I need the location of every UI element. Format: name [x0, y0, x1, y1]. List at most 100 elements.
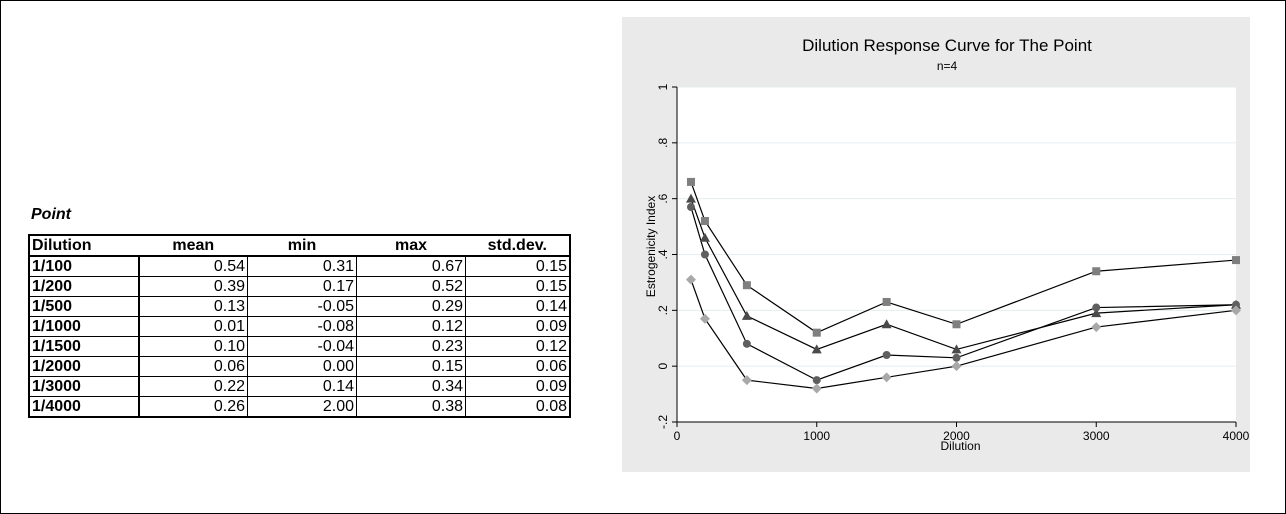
data-point-square	[700, 217, 709, 225]
cell-std-dev: 0.14	[465, 296, 570, 317]
data-point-square	[742, 281, 751, 290]
x-axis-title: Dilution	[940, 439, 980, 453]
data-point-square	[686, 177, 695, 186]
data-point-diamond	[741, 375, 752, 386]
table-body: 1/100 0.54 0.31 0.67 0.15 1/200 0.39 0.17 0.52 0.…	[29, 256, 570, 417]
cell-max: 0.38	[356, 396, 466, 417]
table-row: 1/4000 0.26 2.00 0.38 0.08	[29, 396, 570, 417]
cell-min: -0.04	[247, 336, 357, 357]
data-point-triangle	[699, 232, 710, 242]
cell-mean: 0.54	[139, 256, 248, 277]
data-point-triangle	[741, 310, 752, 320]
cell-min: 0.14	[247, 376, 357, 397]
data-point-diamond	[811, 383, 822, 394]
y-tick-label: 1	[656, 83, 670, 90]
cell-mean: 0.26	[139, 396, 248, 417]
header-dilution: Dilution	[29, 235, 139, 257]
y-tick-label: .8	[656, 138, 670, 148]
header-mean: mean	[139, 235, 248, 257]
y-tick-label: 0	[656, 363, 670, 370]
data-point-triangle	[685, 193, 696, 203]
cell-std-dev: 0.15	[465, 276, 570, 297]
data-point-square	[1092, 267, 1101, 276]
cell-dilution: 1/4000	[29, 396, 140, 417]
header-std-dev: std.dev.	[465, 235, 570, 257]
x-tick-label: 0	[674, 429, 681, 443]
cell-max: 0.29	[356, 296, 466, 317]
cell-std-dev: 0.09	[465, 376, 570, 397]
x-tick-label: 2000	[943, 429, 970, 443]
cell-mean: 0.22	[139, 376, 248, 397]
cell-dilution: 1/500	[29, 296, 140, 317]
cell-std-dev: 0.06	[465, 356, 570, 377]
cell-dilution: 1/2000	[29, 356, 140, 377]
cell-min: 0.31	[247, 256, 357, 277]
table-row: 1/2000 0.06 0.00 0.15 0.06	[29, 356, 570, 377]
cell-dilution: 1/1500	[29, 336, 140, 357]
data-point-square	[882, 297, 891, 306]
data-point-diamond	[951, 361, 962, 372]
data-point-circle	[1232, 300, 1240, 309]
cell-dilution: 1/200	[29, 276, 140, 297]
table-row: 1/1000 0.01 -0.08 0.12 0.09	[29, 316, 570, 337]
data-point-circle	[700, 250, 709, 259]
cell-min: 0.00	[247, 356, 357, 377]
y-tick-label: .4	[656, 249, 670, 259]
table-row: 1/500 0.13 -0.05 0.29 0.14	[29, 296, 570, 317]
cell-std-dev: 0.15	[465, 256, 570, 277]
header-min: min	[247, 235, 357, 257]
table-title: Point	[31, 206, 71, 223]
cell-dilution: 1/100	[29, 256, 140, 277]
data-point-diamond	[1091, 322, 1102, 333]
cell-max: 0.23	[356, 336, 466, 357]
cell-mean: 0.01	[139, 316, 248, 337]
line-chart: -.2 0 .2 .4 .6 .8 1 0 1000 2000 3000 4000 Dilution Es…	[644, 36, 1250, 453]
cell-max: 0.34	[356, 376, 466, 397]
data-point-diamond	[699, 313, 710, 324]
cell-min: 0.17	[247, 276, 357, 297]
data-point-square	[1232, 256, 1240, 265]
series-line-triangle	[690, 198, 1237, 351]
table-row: 1/3000 0.22 0.14 0.34 0.09	[29, 376, 570, 397]
stats-table: Dilution mean min max std.dev. 1/100 0.54…	[28, 234, 571, 418]
chart-panel: -.2 0 .2 .4 .6 .8 1 0 1000 2000 3000 4000 Dilution Es…	[622, 17, 1250, 472]
data-point-triangle	[881, 319, 892, 329]
y-tick-label: -.2	[656, 415, 670, 429]
data-point-triangle	[811, 344, 822, 354]
y-axis-title: Estrogenicity Index	[644, 196, 658, 297]
chart-title: Dilution Response Curve for The Point	[802, 36, 1092, 55]
data-point-circle	[882, 351, 891, 359]
chart-subtitle: n=4	[937, 59, 958, 73]
x-tick-label: 1000	[803, 429, 830, 443]
cell-dilution: 1/3000	[29, 376, 140, 397]
data-point-circle	[1092, 303, 1101, 312]
cell-min: 2.00	[247, 396, 357, 417]
data-point-square	[952, 320, 961, 329]
cell-mean: 0.39	[139, 276, 248, 297]
table-row: 1/1500 0.10 -0.04 0.23 0.12	[29, 336, 570, 357]
cell-mean: 0.06	[139, 356, 248, 377]
cell-max: 0.15	[356, 356, 466, 377]
cell-std-dev: 0.09	[465, 316, 570, 337]
table-header-row: Dilution mean min max std.dev.	[29, 235, 570, 257]
series-line-diamond	[690, 279, 1237, 390]
cell-std-dev: 0.08	[535, 398, 567, 415]
data-point-square	[812, 328, 821, 337]
cell-min: -0.05	[247, 296, 357, 317]
data-point-diamond	[685, 274, 696, 285]
cell-mean: 0.10	[139, 336, 248, 357]
cell-max: 0.12	[356, 316, 466, 337]
x-tick-label: 4000	[1223, 429, 1250, 443]
series-line-circle	[690, 206, 1237, 381]
data-point-circle	[686, 203, 695, 212]
header-max: max	[356, 235, 466, 257]
data-point-triangle	[1091, 308, 1102, 318]
y-tick-label: .6	[656, 193, 670, 203]
data-point-diamond	[1231, 305, 1241, 316]
table-row: 1/200 0.39 0.17 0.52 0.15	[29, 276, 570, 297]
series-line-square	[690, 181, 1237, 334]
cell-dilution: 1/1000	[29, 316, 140, 337]
table-row: 1/100 0.54 0.31 0.67 0.15	[29, 256, 570, 277]
data-point-circle	[742, 339, 751, 348]
data-point-triangle	[951, 344, 962, 354]
